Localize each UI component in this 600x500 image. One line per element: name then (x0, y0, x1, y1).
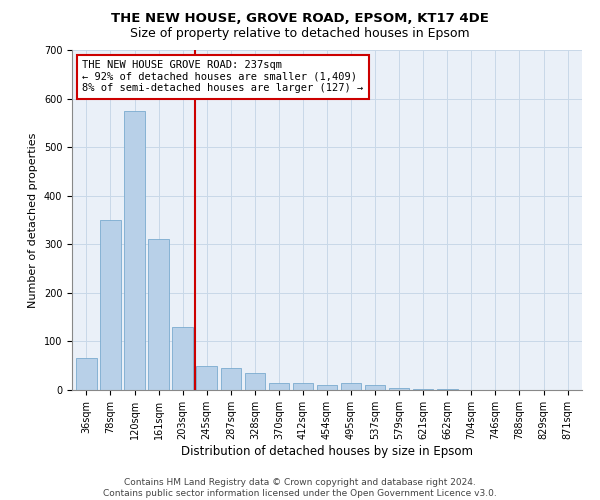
Bar (124, 110, 145, 390)
Bar (100, 220, 121, 390)
Text: THE NEW HOUSE, GROVE ROAD, EPSOM, KT17 4DE: THE NEW HOUSE, GROVE ROAD, EPSOM, KT17 4… (111, 12, 489, 26)
Text: THE NEW HOUSE GROVE ROAD: 237sqm
← 92% of detached houses are smaller (1,409)
8%: THE NEW HOUSE GROVE ROAD: 237sqm ← 92% o… (82, 60, 364, 94)
Bar (389, 388, 409, 390)
Text: Size of property relative to detached houses in Epsom: Size of property relative to detached ho… (130, 28, 470, 40)
Bar (341, 382, 361, 390)
Text: Contains HM Land Registry data © Crown copyright and database right 2024.
Contai: Contains HM Land Registry data © Crown c… (103, 478, 497, 498)
Bar (196, 366, 217, 390)
Bar (437, 388, 458, 390)
Bar (293, 382, 313, 390)
X-axis label: Distribution of detached houses by size in Epsom: Distribution of detached houses by size … (181, 444, 473, 458)
Bar (365, 385, 385, 390)
Y-axis label: Number of detached properties: Number of detached properties (28, 132, 38, 308)
Bar (221, 368, 241, 390)
Bar (245, 373, 265, 390)
Bar (269, 382, 289, 390)
Bar (76, 358, 97, 390)
Bar (172, 327, 193, 390)
Bar (148, 240, 169, 390)
Bar (413, 388, 433, 390)
Bar (317, 385, 337, 390)
